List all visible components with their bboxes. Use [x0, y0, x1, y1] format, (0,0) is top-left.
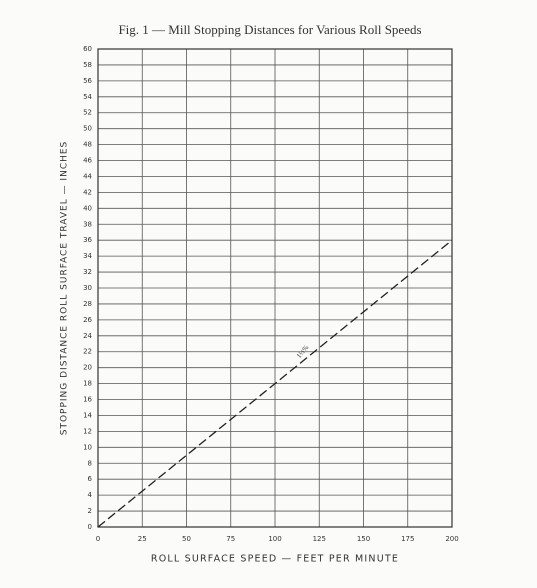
x-tick-label: 175 [401, 535, 414, 543]
y-axis-label: STOPPING DISTANCE ROLL SURFACE TRAVEL — … [60, 141, 70, 436]
y-tick-label: 38 [83, 220, 92, 228]
y-tick-label: 42 [83, 188, 92, 196]
y-tick-label: 52 [83, 109, 92, 117]
y-tick-label: 12 [83, 427, 92, 435]
y-tick-label: 18 [83, 380, 92, 388]
y-tick-label: 14 [83, 411, 92, 419]
y-tick-label: 34 [83, 252, 92, 260]
y-tick-label: 54 [83, 93, 92, 101]
y-tick-label: 0 [88, 523, 92, 531]
y-tick-label: 44 [83, 172, 92, 180]
x-tick-label: 125 [313, 535, 326, 543]
y-tick-label: 30 [83, 284, 92, 292]
chart-title: Fig. 1 — Mill Stopping Distances for Var… [118, 22, 421, 37]
y-tick-label: 48 [83, 141, 92, 149]
y-tick-label: 24 [83, 332, 92, 340]
x-tick-label: 150 [357, 535, 370, 543]
x-tick-label: 75 [226, 535, 235, 543]
y-tick-label: 50 [83, 125, 92, 133]
plot-frame [97, 48, 453, 528]
y-tick-label: 32 [83, 268, 92, 276]
y-tick-label: 40 [83, 204, 92, 212]
y-tick-label: 2 [88, 507, 92, 515]
y-tick-label: 56 [83, 77, 92, 85]
y-tick-label: 20 [83, 364, 92, 372]
y-tick-label: 6 [88, 475, 93, 483]
x-tick-label: 200 [445, 535, 458, 543]
y-tick-label: 58 [83, 61, 92, 69]
x-tick-label: 50 [182, 535, 191, 543]
y-tick-label: 8 [88, 459, 92, 467]
y-tick-label: 28 [83, 300, 92, 308]
y-tick-label: 26 [83, 316, 92, 324]
y-tick-label: 60 [83, 45, 92, 53]
x-axis-label: ROLL SURFACE SPEED — FEET PER MINUTE [151, 554, 399, 565]
data-line [97, 239, 453, 528]
y-tick-label: 10 [83, 443, 92, 451]
y-tick-label: 36 [83, 236, 92, 244]
x-tick-label: 0 [96, 535, 100, 543]
y-tick-label: 16 [83, 396, 92, 404]
y-tick-label: 22 [83, 348, 92, 356]
y-tick-label: 4 [88, 491, 93, 499]
y-tick-label: 46 [83, 157, 92, 165]
x-tick-label: 100 [268, 535, 281, 543]
x-tick-label: 25 [138, 535, 147, 543]
